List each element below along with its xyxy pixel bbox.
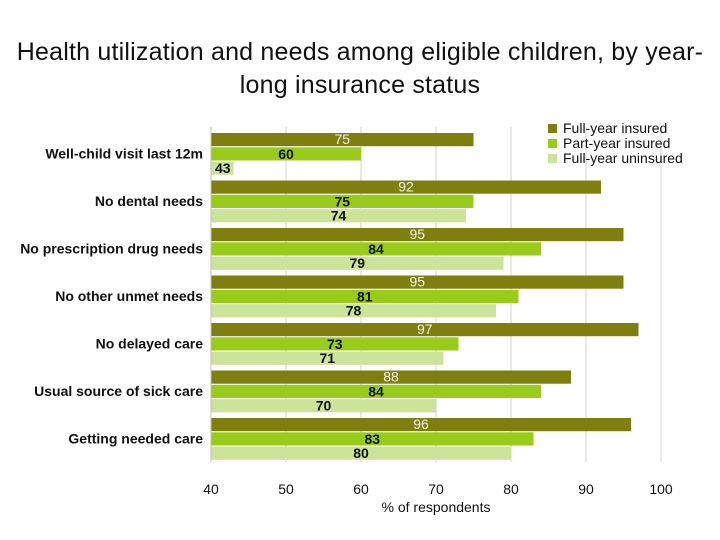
bar-part-year-insured xyxy=(211,242,541,256)
data-label: 75 xyxy=(334,131,350,147)
legend-entry: Full-year insured xyxy=(563,120,667,136)
chart-title: Health utilization and needs among eligi… xyxy=(16,38,704,99)
legend-entry: Part-year insured xyxy=(563,135,670,151)
data-label: 43 xyxy=(215,160,231,176)
legend-entry: Full-year uninsured xyxy=(563,150,683,166)
x-tick-label: 70 xyxy=(428,481,444,497)
bar-full-year-insured xyxy=(211,370,571,384)
data-label: 74 xyxy=(331,208,347,224)
x-tick-label: 90 xyxy=(578,481,594,497)
data-label: 73 xyxy=(327,336,343,352)
data-label: 96 xyxy=(413,416,429,432)
category-label: Getting needed care xyxy=(68,430,203,446)
bar-part-year-insured xyxy=(211,337,459,351)
data-label: 70 xyxy=(316,398,332,414)
data-label: 75 xyxy=(334,193,350,209)
category-label: No delayed care xyxy=(96,335,204,351)
data-label: 88 xyxy=(383,369,399,385)
data-label: 95 xyxy=(409,274,425,290)
bar-full-year-insured xyxy=(211,275,624,289)
x-tick-label: 50 xyxy=(278,481,294,497)
bar-full-year-uninsured xyxy=(211,351,444,365)
data-label: 80 xyxy=(353,445,369,461)
data-label: 92 xyxy=(398,179,414,195)
bar-full-year-uninsured xyxy=(211,161,234,175)
bar-full-year-uninsured xyxy=(211,304,496,318)
bar-full-year-uninsured xyxy=(211,446,511,460)
x-tick-label: 40 xyxy=(203,481,219,497)
x-tick-label: 60 xyxy=(353,481,369,497)
bar-part-year-insured xyxy=(211,289,519,303)
x-tick-label: 80 xyxy=(503,481,519,497)
data-label: 81 xyxy=(357,288,373,304)
bar-part-year-insured xyxy=(211,384,541,398)
category-label: Well-child visit last 12m xyxy=(45,145,203,161)
bar-full-year-insured xyxy=(211,418,631,432)
data-label: 84 xyxy=(368,383,384,399)
bar-full-year-insured xyxy=(211,228,624,242)
data-label: 84 xyxy=(368,241,384,257)
bar-full-year-insured xyxy=(211,133,474,147)
bar-part-year-insured xyxy=(211,194,474,208)
legend-swatch xyxy=(548,124,557,133)
bar-full-year-insured xyxy=(211,323,639,337)
category-label: No dental needs xyxy=(95,193,203,209)
bar-full-year-uninsured xyxy=(211,209,466,223)
data-label: 60 xyxy=(278,146,294,162)
category-label: No other unmet needs xyxy=(55,288,203,304)
data-label: 79 xyxy=(349,255,365,271)
legend-swatch xyxy=(548,154,557,163)
data-label: 95 xyxy=(409,226,425,242)
data-label: 78 xyxy=(346,303,362,319)
x-tick-label: 100 xyxy=(649,481,673,497)
category-label: No prescription drug needs xyxy=(20,240,203,256)
bar-full-year-uninsured xyxy=(211,399,436,413)
legend-swatch xyxy=(548,139,557,148)
data-label: 71 xyxy=(319,350,335,366)
bar-full-year-insured xyxy=(211,180,601,194)
data-label: 97 xyxy=(417,321,433,337)
data-label: 83 xyxy=(364,431,380,447)
bar-part-year-insured xyxy=(211,432,534,446)
bar-part-year-insured xyxy=(211,147,361,161)
bar-full-year-uninsured xyxy=(211,256,504,270)
category-label: Usual source of sick care xyxy=(34,383,203,399)
x-axis-label: % of respondents xyxy=(382,499,491,515)
